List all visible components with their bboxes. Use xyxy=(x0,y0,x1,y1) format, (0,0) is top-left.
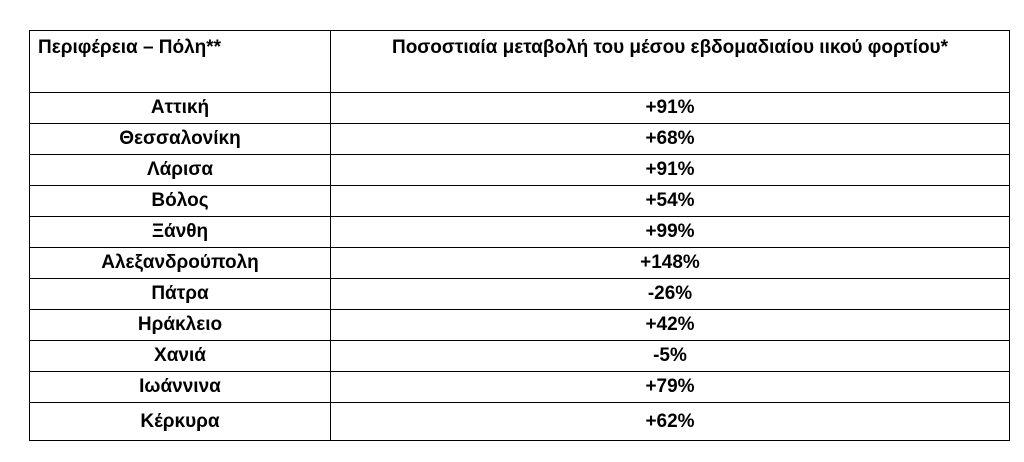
city-cell: Βόλος xyxy=(29,185,331,217)
table-row: Πάτρα -26% xyxy=(29,278,1010,310)
header-region-city: Περιφέρεια – Πόλη** xyxy=(29,30,331,93)
city-cell: Ιωάννινα xyxy=(29,371,331,403)
table-row: Κέρκυρα +62% xyxy=(29,402,1010,441)
change-cell: +42% xyxy=(330,309,1010,341)
change-cell: +148% xyxy=(330,247,1010,279)
change-cell: +54% xyxy=(330,185,1010,217)
city-cell: Ξάνθη xyxy=(29,216,331,248)
city-cell: Αττική xyxy=(29,92,331,124)
table-row: Αλεξανδρούπολη +148% xyxy=(29,247,1010,279)
table-row: Χανιά -5% xyxy=(29,340,1010,372)
city-cell: Πάτρα xyxy=(29,278,331,310)
city-cell: Λάρισα xyxy=(29,154,331,186)
table-header-row: Περιφέρεια – Πόλη** Ποσοστιαία μεταβολή … xyxy=(29,30,1010,93)
city-cell: Κέρκυρα xyxy=(29,402,331,441)
change-cell: +99% xyxy=(330,216,1010,248)
change-cell: +91% xyxy=(330,154,1010,186)
city-cell: Ηράκλειο xyxy=(29,309,331,341)
change-cell: +79% xyxy=(330,371,1010,403)
table-row: Αττική +91% xyxy=(29,92,1010,124)
table-row: Λάρισα +91% xyxy=(29,154,1010,186)
viral-load-table-container: Περιφέρεια – Πόλη** Ποσοστιαία μεταβολή … xyxy=(29,30,1010,441)
city-cell: Χανιά xyxy=(29,340,331,372)
table-row: Θεσσαλονίκη +68% xyxy=(29,123,1010,155)
table-row: Ξάνθη +99% xyxy=(29,216,1010,248)
change-cell: +91% xyxy=(330,92,1010,124)
city-cell: Θεσσαλονίκη xyxy=(29,123,331,155)
change-cell: +68% xyxy=(330,123,1010,155)
change-cell: -5% xyxy=(330,340,1010,372)
table-row: Ηράκλειο +42% xyxy=(29,309,1010,341)
city-cell: Αλεξανδρούπολη xyxy=(29,247,331,279)
change-cell: -26% xyxy=(330,278,1010,310)
table-row: Ιωάννινα +79% xyxy=(29,371,1010,403)
change-cell: +62% xyxy=(330,402,1010,441)
table-row: Βόλος +54% xyxy=(29,185,1010,217)
header-percent-change: Ποσοστιαία μεταβολή του μέσου εβδομαδιαί… xyxy=(330,30,1010,93)
viral-load-table: Περιφέρεια – Πόλη** Ποσοστιαία μεταβολή … xyxy=(29,30,1010,441)
